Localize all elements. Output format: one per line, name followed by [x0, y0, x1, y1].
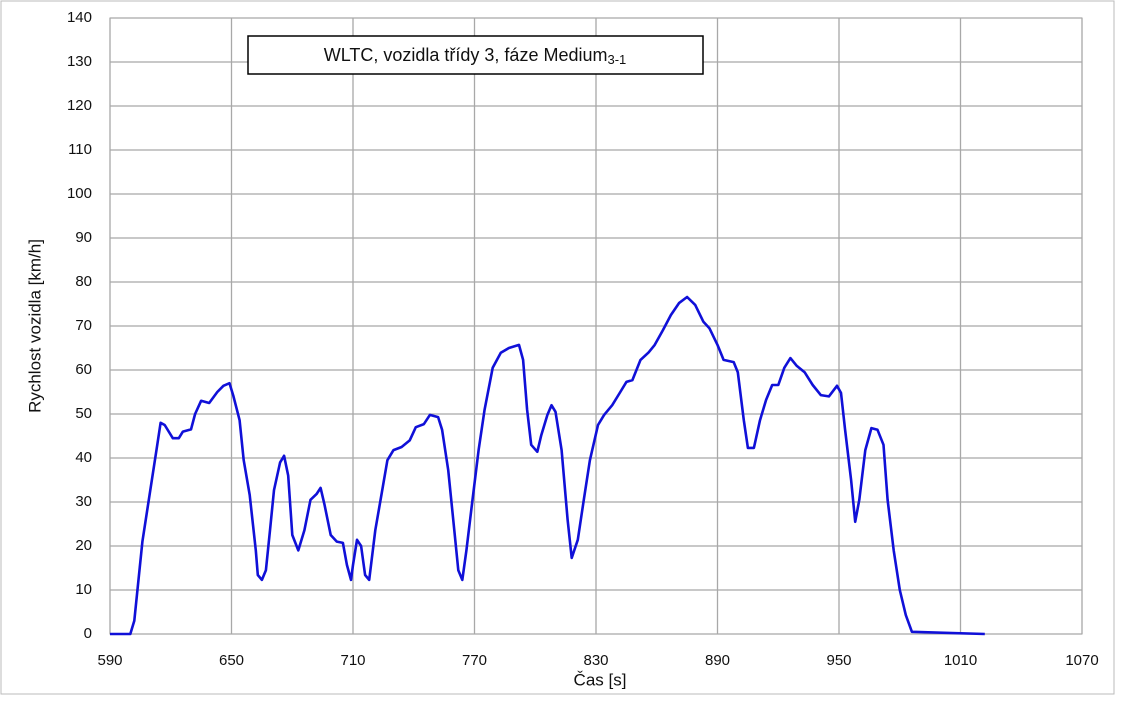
lines — [110, 295, 985, 636]
x-axis-label: Čas [s] — [574, 670, 627, 689]
y-tick-label: 90 — [75, 229, 92, 246]
x-tick-label: 1070 — [1065, 652, 1098, 669]
x-tick-label: 770 — [462, 652, 487, 669]
y-tick-label: 100 — [67, 185, 92, 202]
y-tick-label: 130 — [67, 53, 92, 70]
x-tick-label: 1010 — [944, 652, 977, 669]
x-tick-label: 950 — [826, 652, 851, 669]
y-tick-label: 70 — [75, 317, 92, 334]
tick-labels: 0 10 20 30 40 50 60 70 80 90 100 110 120 130 140 590 650… — [67, 9, 1099, 669]
y-tick-label: 50 — [75, 405, 92, 422]
x-tick-label: 710 — [340, 652, 365, 669]
chart-title: WLTC, vozidla třídy 3, fáze Medium3-1 — [324, 45, 627, 68]
x-tick-label: 650 — [219, 652, 244, 669]
y-tick-label: 30 — [75, 493, 92, 510]
x-tick-label: 590 — [97, 652, 122, 669]
y-tick-label: 120 — [67, 97, 92, 114]
y-tick-label: 40 — [75, 449, 92, 466]
speed-line — [110, 295, 985, 636]
y-tick-label: 20 — [75, 537, 92, 554]
y-tick-label: 140 — [67, 9, 92, 26]
title-main: WLTC, vozidla třídy 3, fáze Medium — [324, 45, 608, 65]
y-axis-label: Rychlost vozidla [km/h] — [25, 239, 44, 413]
x-tick-label: 890 — [705, 652, 730, 669]
x-tick-label: 830 — [583, 652, 608, 669]
y-tick-label: 80 — [75, 273, 92, 290]
y-tick-label: 10 — [75, 581, 92, 598]
title-box — [247, 35, 704, 75]
y-tick-label: 110 — [68, 141, 92, 158]
y-tick-label: 60 — [75, 361, 92, 378]
title-subscript: 3-1 — [607, 52, 626, 67]
y-tick-label: 0 — [84, 625, 92, 642]
